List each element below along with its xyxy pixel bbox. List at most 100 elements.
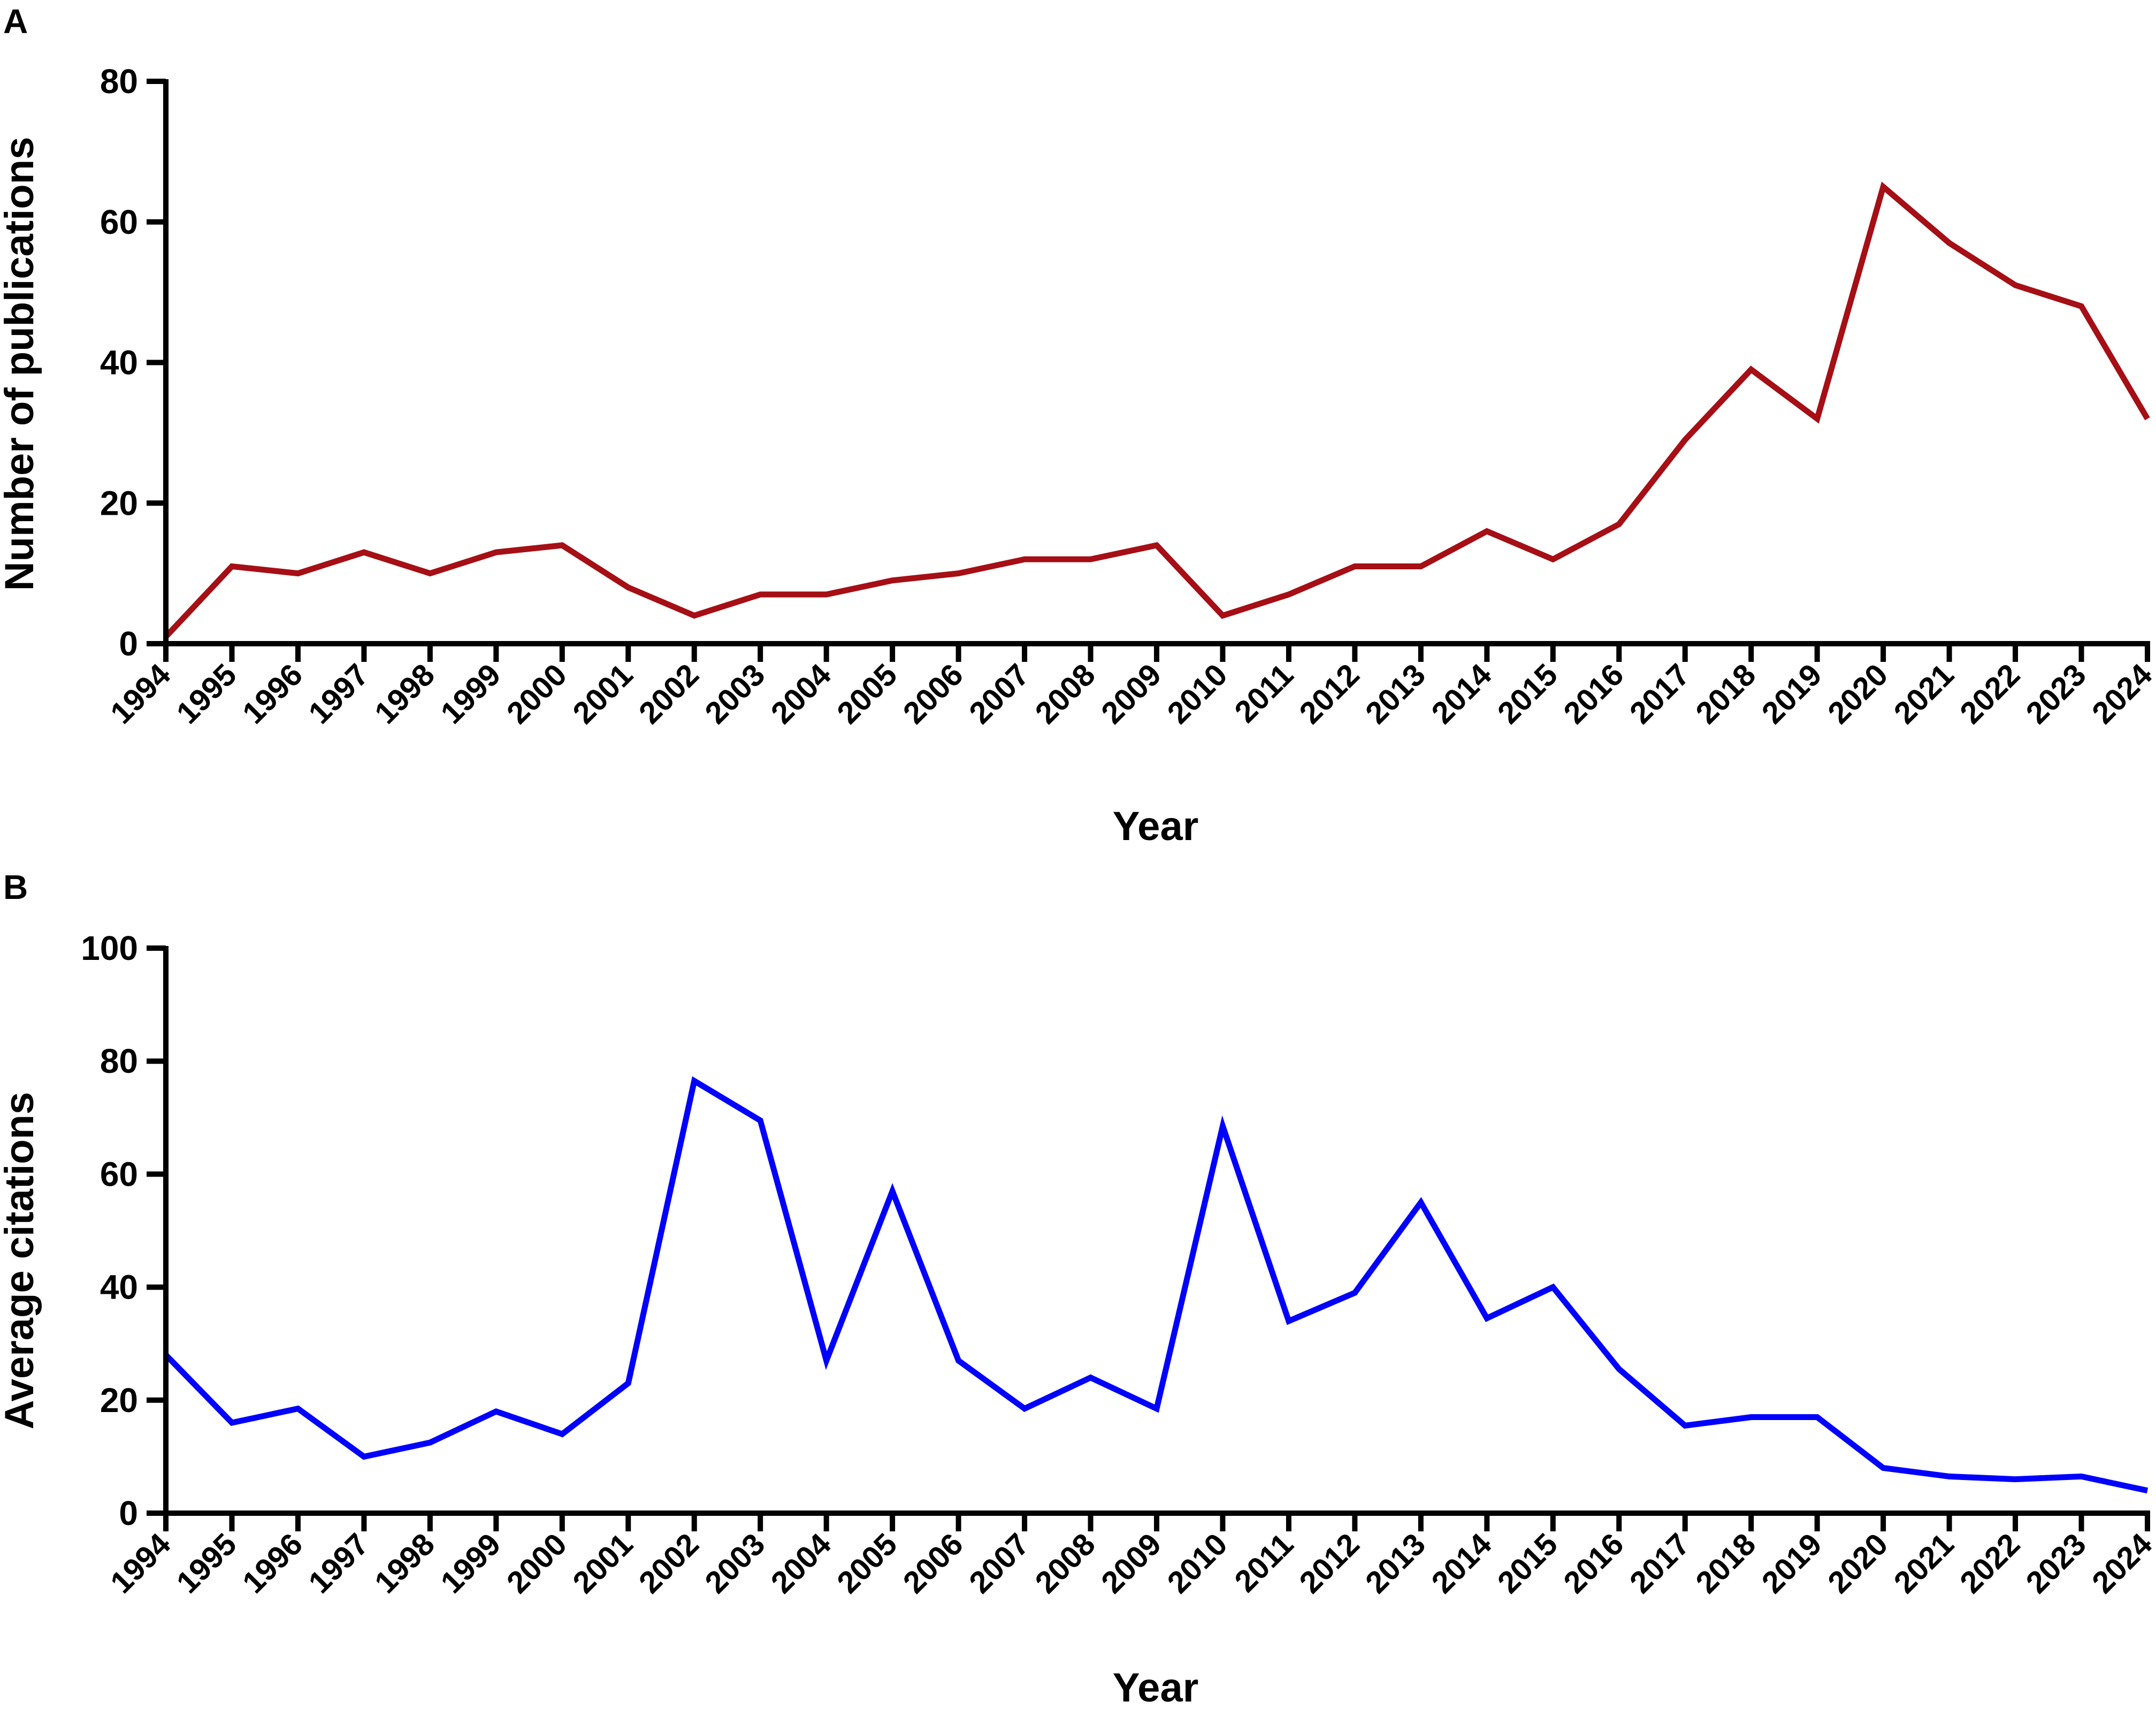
panel-b-x-tick-label: 2023 — [2020, 1527, 2093, 1600]
panel-b-x-tick-label: 2003 — [698, 1527, 771, 1600]
panel-b-x-tick-label: 2018 — [1689, 1527, 1762, 1600]
panel-b-point-2012 — [1354, 1292, 1355, 1293]
panel-a-x-tick-label: 2013 — [1359, 657, 1432, 730]
panel-a-point-2015 — [1553, 559, 1554, 560]
panel-b-point-2002 — [694, 1080, 695, 1081]
panel-a-x-tick-label: 2011 — [1228, 657, 1300, 729]
panel-a-x-tick-label: 1998 — [368, 657, 441, 730]
panel-a-point-2018 — [1750, 369, 1752, 370]
panel-b-point-2023 — [2081, 1476, 2082, 1477]
panel-a-x-tick-label: 1995 — [170, 657, 243, 730]
panel-b-x-tick-label: 1996 — [236, 1527, 309, 1600]
panel-b-x-tick-label: 2006 — [897, 1527, 970, 1600]
panel-a-x-tick-label: 2003 — [698, 657, 771, 730]
panel-b-point-2003 — [760, 1120, 761, 1121]
panel-b-point-2016 — [1618, 1369, 1619, 1370]
panel-b-point-2014 — [1486, 1318, 1487, 1319]
panel-b-series-line — [164, 1076, 2149, 1494]
panel-a-x-tick-label: 2005 — [830, 657, 904, 730]
panel-a-point-1995 — [231, 566, 232, 567]
panel-a-y-tick-label: 80 — [100, 62, 138, 101]
panel-a-x-tick-label: 2007 — [962, 657, 1036, 730]
panel-b-x-tick-label: 1997 — [302, 1527, 375, 1600]
panel-b-x-tick-label: 2019 — [1755, 1527, 1829, 1600]
panel-a-point-2008 — [1090, 559, 1091, 560]
panel-b-point-2015 — [1553, 1287, 1554, 1288]
panel-b-point-2010 — [1222, 1126, 1223, 1127]
panel-b-y-axis-title: Average citations — [0, 1092, 42, 1430]
panel-b-point-2009 — [1156, 1408, 1157, 1409]
panel-b-point-2005 — [892, 1191, 893, 1192]
panel-b-point-2020 — [1883, 1468, 1884, 1469]
panel-a-x-tick-label: 2023 — [2020, 657, 2093, 730]
panel-b-x-tick-label: 2002 — [632, 1527, 706, 1600]
panel-b-point-2001 — [628, 1383, 629, 1384]
panel-b-x-tick-label: 2005 — [830, 1527, 904, 1600]
panel-b-x-tick-label: 2021 — [1887, 1527, 1961, 1600]
panel-b-x-tick-label: 2004 — [764, 1527, 838, 1600]
panel-a-point-1998 — [430, 573, 431, 574]
panel-a-x-tick-label: 2010 — [1160, 657, 1234, 730]
panel-a-x-tick-label: 1997 — [302, 657, 375, 730]
panel-a-y-tick-label: 20 — [100, 484, 138, 522]
panel-a-y-tick-label: 0 — [119, 624, 138, 663]
panel-b-point-2006 — [958, 1360, 959, 1361]
panel-b-x-tick-label: 2009 — [1095, 1527, 1168, 1600]
panel-a-point-2005 — [892, 580, 893, 581]
panel-a-x-tick-label: 2016 — [1557, 657, 1630, 730]
panel-a-x-tick-label: 2008 — [1029, 657, 1102, 730]
panel-a-point-1999 — [495, 552, 496, 553]
panel-b-point-2007 — [1024, 1408, 1025, 1409]
panel-a-x-tick-label: 2017 — [1623, 657, 1696, 730]
panel-a-x-tick-label: 2021 — [1887, 657, 1961, 730]
panel-b-x-tick-label: 1998 — [368, 1527, 441, 1600]
panel-b-point-2018 — [1750, 1416, 1752, 1417]
panel-a-x-tick-label: 1999 — [434, 657, 507, 730]
panel-a-point-2014 — [1486, 531, 1487, 532]
panel-b-y-tick-label: 60 — [100, 1155, 138, 1193]
panel-b-x-tick-label: 2013 — [1359, 1527, 1432, 1600]
panel-b-x-tick-label: 2000 — [500, 1527, 574, 1600]
panel-b-point-1997 — [363, 1456, 364, 1457]
panel-a-x-tick-label: 2019 — [1755, 657, 1829, 730]
panel-a-x-tick-label: 2014 — [1425, 657, 1498, 730]
panel-a-y-tick-label: 40 — [100, 344, 138, 382]
panel-a-y-axis-title: Number of publications — [0, 137, 42, 591]
panel-b-y-tick-label: 0 — [119, 1494, 138, 1532]
panel-a-point-2011 — [1288, 594, 1289, 595]
panel-b-x-axis-title: Year — [1113, 1665, 1199, 1709]
panel-b-x-tick-label: 2001 — [566, 1527, 639, 1600]
panel-b-x-tick-label: 1999 — [434, 1527, 507, 1600]
panel-a-point-1996 — [297, 573, 299, 574]
panel-b-x-tick-label: 2007 — [962, 1527, 1036, 1600]
panel-b-point-2024 — [2147, 1490, 2148, 1491]
panel-b-y-tick-label: 100 — [81, 929, 138, 967]
panel-b-x-tick-label: 2017 — [1623, 1527, 1696, 1600]
panel-b-point-1999 — [495, 1411, 496, 1412]
panel-b-x-tick-label: 2010 — [1160, 1527, 1234, 1600]
panel-a-point-2017 — [1685, 439, 1686, 440]
panel-b-x-tick-label: 2015 — [1491, 1527, 1564, 1600]
panel-b-point-2013 — [1420, 1202, 1421, 1203]
panel-a-point-2006 — [958, 573, 959, 574]
panel-b-y-tick-label: 80 — [100, 1042, 138, 1080]
panel-a-x-tick-label: 2015 — [1491, 657, 1564, 730]
panel-a-point-2013 — [1420, 566, 1421, 567]
panel-b-x-tick-label: 2024 — [2085, 1527, 2156, 1600]
panel-b-point-1998 — [430, 1442, 431, 1443]
panel-a-point-2000 — [562, 545, 563, 546]
panel-a-point-2012 — [1354, 566, 1355, 567]
panel-a-label: A — [3, 2, 28, 41]
panel-a-x-tick-label: 2022 — [1953, 657, 2027, 730]
panel-a-point-1997 — [363, 552, 364, 553]
panel-a-x-tick-label: 2012 — [1293, 657, 1366, 730]
panel-a-x-tick-label: 2024 — [2085, 657, 2156, 730]
panel-a-x-tick-label: 2018 — [1689, 657, 1762, 730]
panel-b-y-tick-label: 20 — [100, 1381, 138, 1420]
panel-b-point-2011 — [1288, 1321, 1289, 1322]
panel-a-point-2007 — [1024, 559, 1025, 560]
panel-b-point-2022 — [2015, 1479, 2016, 1480]
panel-a-x-tick-label: 2006 — [897, 657, 970, 730]
panel-a-x-tick-label: 2020 — [1821, 657, 1894, 730]
